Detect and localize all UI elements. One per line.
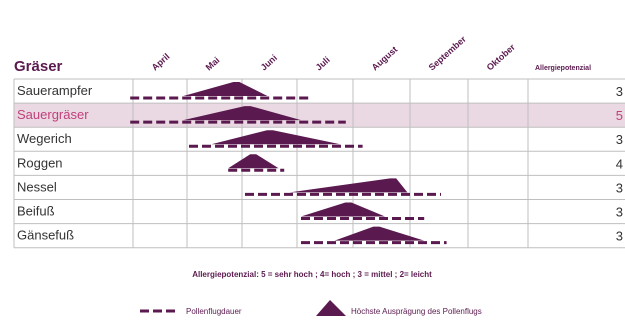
month-label: August (370, 44, 400, 72)
row-plant-label: Sauerampfer (17, 83, 93, 98)
row-plant-label: Gänsefuß (17, 228, 74, 243)
peak-triangle (228, 154, 279, 169)
row-plant-label: Wegerich (17, 131, 72, 146)
row-allergy-score: 3 (616, 229, 623, 244)
legend-dash-label: Pollenflugdauer (186, 307, 242, 316)
marks-layer (130, 82, 447, 245)
grid-layer (13, 78, 625, 249)
peak-triangle (183, 82, 268, 96)
month-label: April (150, 51, 172, 72)
row-allergy-score: 4 (616, 156, 623, 171)
row-allergy-score: 5 (616, 108, 623, 123)
peak-triangle (334, 226, 425, 241)
row-plant-label: Roggen (17, 155, 63, 170)
row-plant-label: Sauergräser (17, 107, 89, 122)
legend-peak-label: Höchste Ausprägung des Pollenflugs (351, 307, 482, 316)
row-allergy-score: 3 (616, 180, 623, 195)
peak-triangle (183, 106, 301, 121)
row-plant-label: Beifuß (17, 204, 55, 219)
peak-triangle (211, 130, 341, 145)
month-label: Oktober (485, 42, 518, 73)
legend-peak-swatch (316, 300, 346, 316)
month-label: Juni (259, 53, 279, 73)
month-label: September (427, 34, 469, 73)
row-allergy-score: 3 (616, 84, 623, 99)
peak-triangle (301, 202, 385, 217)
row-allergy-score: 3 (616, 132, 623, 147)
score-column-header: Allergiepotenzial (535, 65, 591, 72)
peak-triangle (289, 178, 408, 193)
row-allergy-score: 3 (616, 205, 623, 220)
chart-title: Gräser (14, 58, 63, 75)
allergy-scale-text: Allergiepotenzial: 5 = sehr hoch ; 4= ho… (192, 270, 432, 279)
row-plant-label: Nessel (17, 179, 57, 194)
month-label: Mai (204, 55, 222, 72)
month-label: Juli (314, 55, 332, 73)
